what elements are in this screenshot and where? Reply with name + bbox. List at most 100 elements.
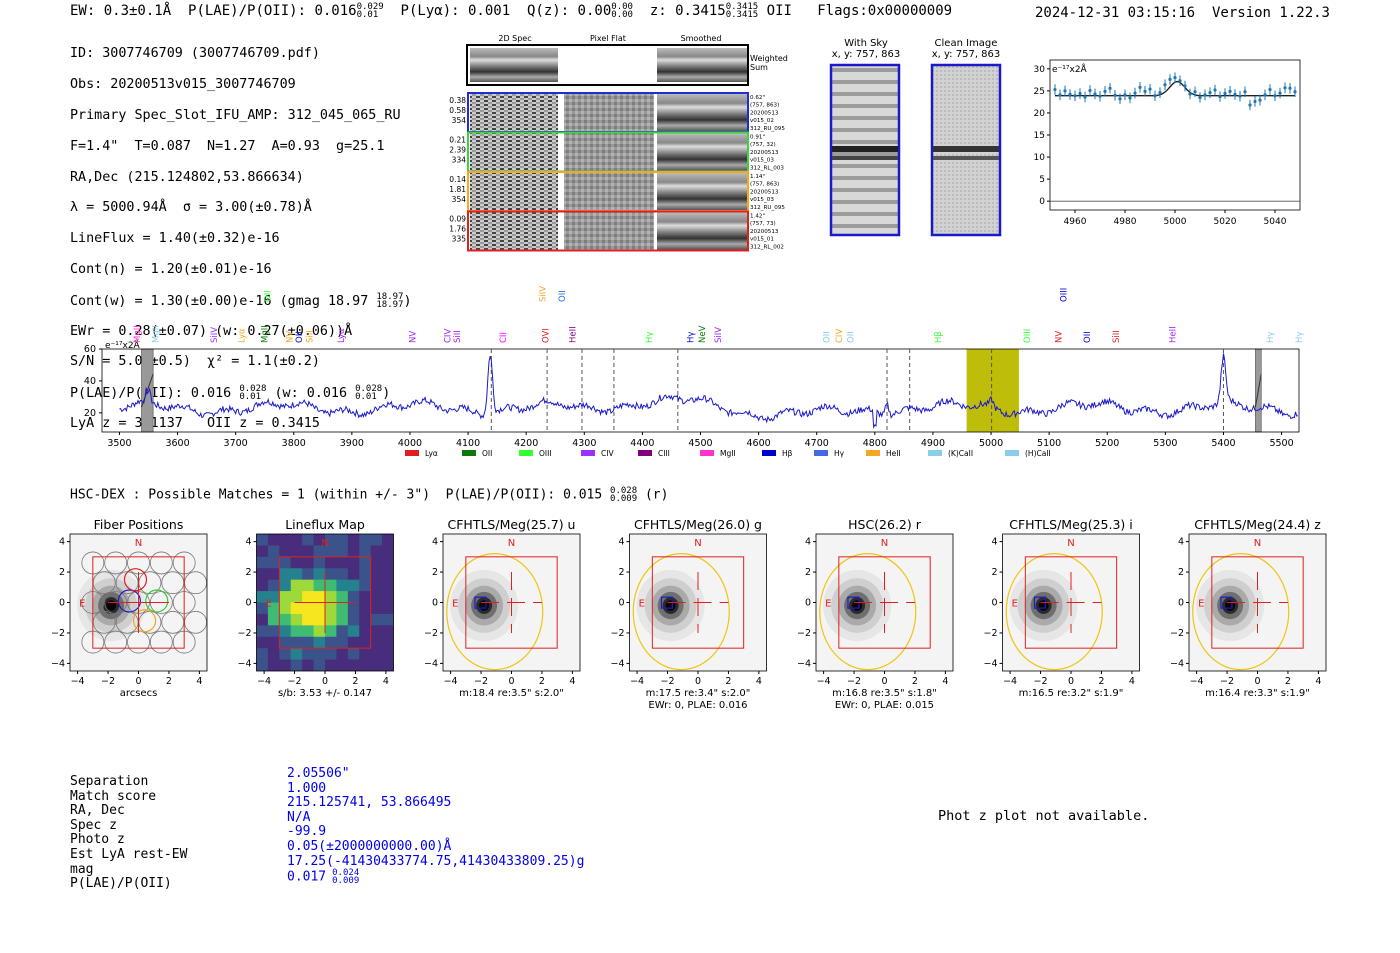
match-value: -99.9 — [287, 824, 327, 840]
lineflux-pixel — [256, 648, 269, 661]
spec-line-label: OII — [846, 331, 856, 343]
match-value: 0.017 0.024 0.009 — [287, 868, 360, 887]
spec-xtick-label: 3500 — [107, 438, 131, 449]
svg-text:(K)CaII: (K)CaII — [948, 449, 973, 458]
info-id: ID: 3007746709 (3007746709.pdf) — [70, 46, 320, 62]
lineflux-pixel — [370, 534, 383, 546]
spec-line-label: MgII — [151, 325, 161, 343]
cutout-flat — [564, 212, 654, 250]
cutout-left-stat: 334 — [452, 156, 467, 165]
plya-value: P(Lyα): 0.001 — [400, 3, 511, 19]
cutout-right-meta: 1.42" — [750, 214, 765, 220]
lineflux-pixel — [290, 556, 303, 569]
weighted-smoothed-image — [657, 48, 747, 82]
svg-text:MgII: MgII — [133, 325, 143, 343]
svg-text:OII: OII — [264, 290, 274, 302]
lineflux-pixel — [267, 648, 280, 661]
fit-point — [1258, 98, 1262, 102]
lineflux-pixel — [313, 636, 326, 649]
fit-point — [1168, 77, 1172, 82]
fit-point — [1283, 86, 1287, 90]
panel-xtick-label: −2 — [474, 676, 488, 687]
galaxy-isophote — [665, 600, 676, 611]
fit-point — [1093, 92, 1097, 96]
lineflux-pixel — [382, 648, 394, 661]
aperture-ellipse — [1005, 553, 1103, 671]
spec-xtick-label: 4000 — [398, 438, 422, 449]
fit-point — [1193, 90, 1197, 94]
panel-xtick-label: 0 — [1068, 676, 1074, 687]
spec-legend-item: (K)CaII — [928, 449, 973, 458]
aperture-ellipse — [632, 553, 730, 671]
col-2d-spec: 2D Spec — [498, 34, 531, 43]
lineflux-pixel — [290, 602, 303, 615]
lineflux-pixel — [302, 602, 315, 615]
cutout-right-meta: (757, 32) — [750, 142, 776, 148]
lineflux-pixel — [279, 613, 292, 626]
lineflux-pixel — [290, 659, 303, 671]
fit-point — [1088, 88, 1092, 93]
panel-ytick-label: −2 — [237, 628, 251, 639]
lineflux-pixel — [347, 591, 360, 603]
panel-xtick-label: 2 — [725, 676, 731, 687]
datetime-version: 2024-12-31 03:15:16 Version 1.22.3 — [1035, 5, 1330, 21]
fit-ytick-label: 25 — [1034, 87, 1045, 97]
lineflux-pixel — [336, 602, 349, 615]
spec-line-label: MgII — [261, 325, 271, 343]
panel-title: Fiber Positions — [94, 517, 184, 532]
lineflux-pixel — [370, 613, 383, 626]
aperture-ellipse — [819, 553, 917, 671]
cutout-right-meta: 312_RL_002 — [750, 244, 784, 250]
plae-value: P(LAE)/P(OII): 0.016 — [188, 3, 357, 19]
image-panel: CFHTLS/Meg(25.3) i N E −4 −4 −2 −2 0 0 2 2 4 4 m:16.5… — [983, 517, 1140, 699]
spec-ytick-label: 40 — [84, 376, 96, 387]
lineflux-pixel — [382, 636, 394, 649]
lineflux-pixel — [359, 556, 372, 569]
spec-xtick-label: 5000 — [979, 438, 1003, 449]
panel-xtick-label: 2 — [166, 676, 172, 687]
search-box — [1024, 556, 1118, 649]
lineflux-pixel — [279, 545, 292, 558]
svg-text:NV: NV — [1054, 331, 1064, 343]
spec-legend-item: OIII — [519, 449, 552, 458]
svg-text:Hγ: Hγ — [1266, 332, 1276, 343]
spec-xtick-label: 4700 — [805, 438, 829, 449]
lineflux-pixel — [336, 579, 349, 592]
lineflux-pixel — [267, 545, 280, 558]
z-line: OII — [766, 3, 792, 19]
spec-legend-item: CIII — [638, 449, 670, 458]
cutout-flat — [564, 173, 654, 210]
svg-text:OIII: OIII — [1023, 329, 1033, 343]
north-label: N — [881, 538, 888, 549]
lineflux-pixel — [267, 602, 280, 615]
fit-point — [1218, 95, 1222, 99]
version: Version 1.22.3 — [1211, 5, 1330, 21]
lineflux-pixel — [336, 556, 349, 569]
info-plae: P(LAE)/P(OII): 0.016 0.028 0.01 (w: 0.016… — [70, 384, 391, 403]
fit-point — [1123, 93, 1127, 97]
panel-ytick-label: 4 — [805, 537, 811, 548]
panel-xtick-label: 2 — [539, 676, 545, 687]
panel-title: Lineflux Map — [285, 517, 365, 532]
match-label: Spec z — [70, 817, 117, 833]
cutout-smoothed — [657, 133, 747, 171]
lineflux-pixel — [370, 636, 383, 649]
lineflux-pixel — [267, 534, 280, 546]
fit-point — [1273, 94, 1277, 98]
lineflux-pixel — [267, 636, 280, 649]
lineflux-pixel — [382, 625, 394, 638]
east-label: E — [452, 598, 458, 609]
cutout-left-stat: 1.81 — [449, 185, 466, 194]
svg-text:OII: OII — [1083, 331, 1093, 343]
panel-ytick-label: 2 — [991, 567, 997, 578]
cutout-left-stat: 0.21 — [449, 136, 466, 145]
cutout-right-meta: 20200513 — [750, 110, 779, 116]
weighted-2d-image — [470, 48, 558, 82]
panel-xtick-label: 0 — [508, 676, 514, 687]
spec-line-label: NeV — [698, 325, 708, 343]
lineflux-pixel — [347, 625, 360, 638]
svg-text:SiII: SiII — [1112, 330, 1122, 343]
lineflux-pixel — [290, 591, 303, 603]
lineflux-pixel — [336, 534, 349, 546]
